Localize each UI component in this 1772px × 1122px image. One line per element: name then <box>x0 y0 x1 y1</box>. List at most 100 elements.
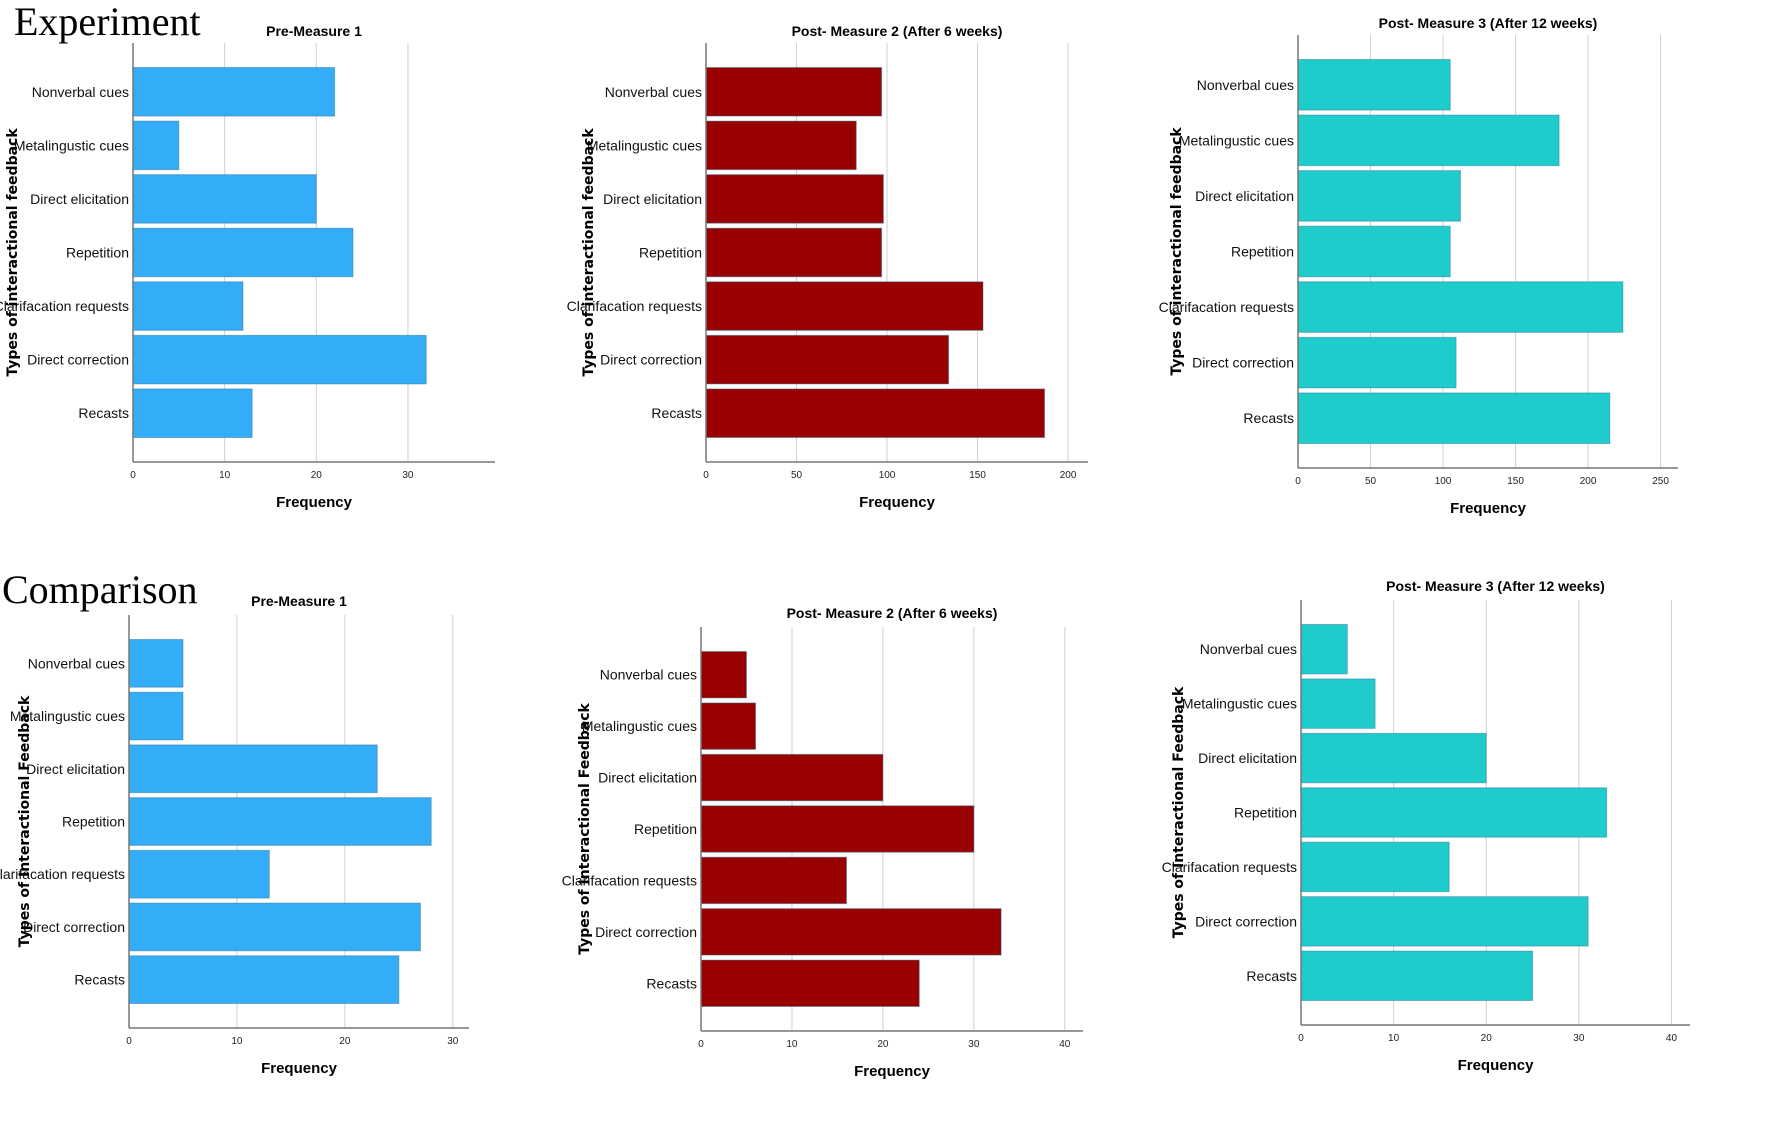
x-axis-title: Frequency <box>854 1063 931 1080</box>
bar-clarifacation-requests <box>705 281 984 331</box>
category-label: Clarifacation requests <box>567 298 702 314</box>
category-label: Repetition <box>634 821 697 837</box>
bar-repetition <box>1300 787 1608 838</box>
category-label: Repetition <box>639 245 702 261</box>
category-label: Direct elicitation <box>598 770 697 786</box>
bar-direct-correction <box>700 908 1002 956</box>
category-label: Direct elicitation <box>30 191 129 207</box>
bar-direct-correction <box>1300 896 1589 947</box>
group-title-experiment: Experiment <box>14 0 201 44</box>
x-tick-label: 30 <box>968 1039 980 1050</box>
category-label: Clarifacation requests <box>0 866 125 882</box>
bar-recasts <box>1300 950 1534 1001</box>
category-label: Repetition <box>66 245 129 261</box>
category-label: Nonverbal cues <box>1200 641 1297 657</box>
bar-direct-elicitation <box>128 744 378 794</box>
category-label: Direct correction <box>27 352 129 368</box>
y-axis-title: Types of interactional feedback <box>5 128 21 377</box>
chart-title: Pre-Measure 1 <box>251 593 347 609</box>
chart-title: Post- Measure 3 (After 12 weeks) <box>1379 15 1598 31</box>
x-tick-label: 0 <box>126 1036 132 1047</box>
category-label: Direct correction <box>1192 355 1294 371</box>
x-tick-label: 20 <box>877 1039 889 1050</box>
bar-nonverbal-cues <box>1300 624 1348 675</box>
x-tick-label: 50 <box>791 470 803 481</box>
bar-recasts <box>132 388 253 438</box>
category-label: Direct correction <box>1195 913 1297 929</box>
category-label: Direct correction <box>595 924 697 940</box>
bar-repetition <box>705 227 883 278</box>
bar-repetition <box>128 797 432 846</box>
x-tick-label: 20 <box>311 470 323 481</box>
bar-clarifacation-requests <box>700 856 848 905</box>
category-label: Clarifacation requests <box>0 298 129 314</box>
x-tick-label: 0 <box>703 470 709 481</box>
x-axis-title: Frequency <box>859 494 936 511</box>
bar-metalingustic-cues <box>128 691 184 741</box>
x-axis-title: Frequency <box>1450 500 1527 517</box>
category-label: Nonverbal cues <box>600 667 697 683</box>
bar-nonverbal-cues <box>700 651 747 699</box>
x-tick-label: 100 <box>1435 476 1452 487</box>
bar-clarifacation-requests <box>132 281 244 331</box>
category-label: Recasts <box>74 972 125 988</box>
bar-nonverbal-cues <box>1297 59 1451 111</box>
category-label: Metalingustic cues <box>582 718 697 734</box>
category-label: Nonverbal cues <box>28 655 125 671</box>
category-label: Nonverbal cues <box>1197 77 1294 93</box>
x-tick-label: 10 <box>231 1036 243 1047</box>
chart-title: Post- Measure 2 (After 6 weeks) <box>792 23 1003 39</box>
x-tick-label: 20 <box>1481 1033 1493 1044</box>
x-tick-label: 250 <box>1652 476 1669 487</box>
bar-metalingustic-cues <box>1297 114 1560 167</box>
x-axis-title: Frequency <box>261 1060 338 1077</box>
x-tick-label: 20 <box>339 1036 351 1047</box>
category-label: Direct elicitation <box>603 191 702 207</box>
category-label: Recasts <box>78 405 129 421</box>
x-tick-label: 0 <box>1298 1033 1304 1044</box>
x-tick-label: 200 <box>1060 470 1077 481</box>
y-axis-title: Types of Interactional Feedback <box>17 695 33 947</box>
x-tick-label: 150 <box>1507 476 1524 487</box>
group-title-comparison: Comparison <box>2 567 198 612</box>
bar-metalingustic-cues <box>132 120 180 171</box>
category-label: Metalingustic cues <box>587 137 702 153</box>
x-tick-label: 30 <box>1573 1033 1585 1044</box>
bar-recasts <box>705 388 1046 438</box>
x-tick-label: 0 <box>130 470 136 481</box>
chart-title: Pre-Measure 1 <box>266 23 362 39</box>
x-tick-label: 100 <box>879 470 896 481</box>
x-tick-label: 30 <box>447 1036 459 1047</box>
chart-title: Post- Measure 2 (After 6 weeks) <box>787 605 998 621</box>
bar-direct-elicitation <box>705 174 884 224</box>
chart-title: Post- Measure 3 (After 12 weeks) <box>1386 578 1605 594</box>
bar-clarifacation-requests <box>1300 841 1450 893</box>
x-tick-label: 10 <box>786 1039 798 1050</box>
y-axis-title: Types of Interactional Feedback <box>1171 686 1187 938</box>
bar-metalingustic-cues <box>700 702 757 750</box>
category-label: Metalingustic cues <box>1179 132 1294 148</box>
bar-direct-elicitation <box>1297 170 1461 222</box>
bar-direct-correction <box>132 334 427 385</box>
bar-direct-elicitation <box>132 174 317 224</box>
bar-nonverbal-cues <box>132 67 336 117</box>
category-label: Direct correction <box>23 919 125 935</box>
category-label: Repetition <box>1234 805 1297 821</box>
category-label: Recasts <box>1243 410 1294 426</box>
x-tick-label: 150 <box>969 470 986 481</box>
category-label: Clarifacation requests <box>1162 859 1297 875</box>
category-label: Direct elicitation <box>26 761 125 777</box>
category-label: Direct elicitation <box>1198 750 1297 766</box>
bar-metalingustic-cues <box>1300 678 1376 729</box>
bar-recasts <box>1297 392 1611 444</box>
bar-direct-correction <box>1297 336 1457 389</box>
x-tick-label: 50 <box>1365 476 1377 487</box>
bar-recasts <box>700 959 920 1007</box>
category-label: Repetition <box>62 814 125 830</box>
bar-repetition <box>132 227 354 278</box>
category-label: Recasts <box>646 975 697 991</box>
bar-recasts <box>128 955 400 1004</box>
x-tick-label: 0 <box>698 1039 704 1050</box>
